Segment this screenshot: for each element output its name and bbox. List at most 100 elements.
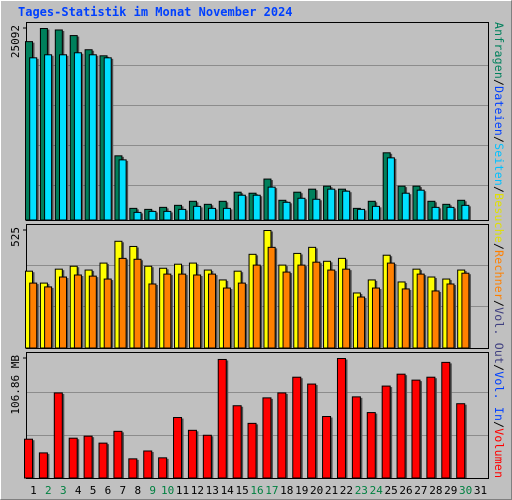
bar <box>327 188 336 221</box>
bar <box>133 258 142 349</box>
bar <box>193 274 202 349</box>
x-tick-label: 2 <box>45 484 52 497</box>
bar <box>446 206 455 221</box>
bar <box>148 210 157 221</box>
bar <box>381 385 391 479</box>
legend-separator: / <box>492 300 506 307</box>
bar <box>217 358 227 479</box>
bar <box>193 205 202 221</box>
legend-entry: Vol. In <box>492 371 506 421</box>
bar <box>366 412 376 479</box>
bar <box>297 197 306 221</box>
bar <box>83 435 93 479</box>
y-tick-label: 525 <box>9 227 22 247</box>
x-tick-label: 24 <box>370 484 384 497</box>
bar <box>118 257 127 349</box>
x-tick-label: 18 <box>280 484 293 497</box>
bar <box>237 194 246 221</box>
bar <box>456 403 466 479</box>
bar <box>277 392 287 479</box>
x-tick-label: 16 <box>250 484 263 497</box>
bar <box>282 271 291 349</box>
legend-entry: Seiten <box>492 143 506 186</box>
bar <box>38 452 48 479</box>
bar <box>351 396 361 479</box>
legend-entry: Vol. Out <box>492 307 506 364</box>
bar <box>357 296 366 349</box>
x-tick-label: 20 <box>310 484 323 497</box>
legend-entry: Besuche <box>492 193 506 243</box>
bar <box>73 52 82 221</box>
bar <box>24 438 33 479</box>
legend-entry: Dateien <box>492 86 506 136</box>
bar <box>267 186 276 221</box>
bar <box>173 417 183 479</box>
bar <box>29 282 38 349</box>
x-tick-label: 25 <box>385 484 398 497</box>
x-tick-label: 21 <box>325 484 338 497</box>
bar <box>282 201 291 221</box>
bar <box>208 207 217 221</box>
bar <box>252 194 261 221</box>
bar <box>307 383 317 479</box>
bar <box>187 429 197 479</box>
bar <box>426 376 436 479</box>
x-tick-label: 9 <box>149 484 156 497</box>
legend-separator: / <box>492 136 506 143</box>
x-tick-label: 17 <box>265 484 278 497</box>
x-tick-label: 13 <box>206 484 219 497</box>
legend-entry: Anfragen <box>492 22 506 79</box>
bar <box>44 54 53 221</box>
bar <box>247 422 257 479</box>
x-tick-label: 5 <box>90 484 97 497</box>
bar <box>371 205 380 221</box>
x-tick-label: 7 <box>120 484 127 497</box>
legend-separator: / <box>492 364 506 371</box>
bar <box>312 198 321 221</box>
x-tick-label: 15 <box>235 484 248 497</box>
bar <box>322 416 332 479</box>
x-tick-label: 6 <box>105 484 112 497</box>
bar <box>118 159 127 221</box>
bar <box>68 437 78 479</box>
bar <box>103 57 112 221</box>
bar <box>336 358 346 479</box>
x-tick-label: 30 <box>459 484 472 497</box>
bar <box>98 442 108 479</box>
bar <box>446 283 455 349</box>
bar <box>416 273 425 349</box>
bar <box>396 373 406 479</box>
bar <box>441 361 451 479</box>
bar <box>237 282 246 349</box>
bar <box>232 405 242 479</box>
bar <box>267 246 276 349</box>
bar <box>386 157 395 221</box>
bar <box>158 457 168 479</box>
bar <box>222 207 231 221</box>
bar <box>88 275 97 349</box>
x-tick-label: 1 <box>30 484 37 497</box>
x-tick-label: 26 <box>399 484 412 497</box>
legend-separator: / <box>492 79 506 86</box>
legend-entry: Volumen <box>492 428 506 478</box>
bar <box>431 290 440 349</box>
bar <box>262 397 272 479</box>
bar <box>163 273 172 349</box>
bar <box>386 262 395 349</box>
x-tick-label: 19 <box>295 484 308 497</box>
bar <box>128 458 138 479</box>
bar <box>416 189 425 221</box>
bar <box>88 54 97 221</box>
bar <box>178 273 187 349</box>
bar <box>312 261 321 349</box>
bar <box>461 204 470 221</box>
bar <box>371 287 380 349</box>
bar <box>113 430 123 479</box>
bar <box>252 264 261 349</box>
bar <box>357 208 366 221</box>
bar <box>148 283 157 349</box>
chart-title: Tages-Statistik im Monat November 2024 <box>18 5 293 19</box>
bar <box>73 274 82 349</box>
x-tick-label: 8 <box>134 484 141 497</box>
